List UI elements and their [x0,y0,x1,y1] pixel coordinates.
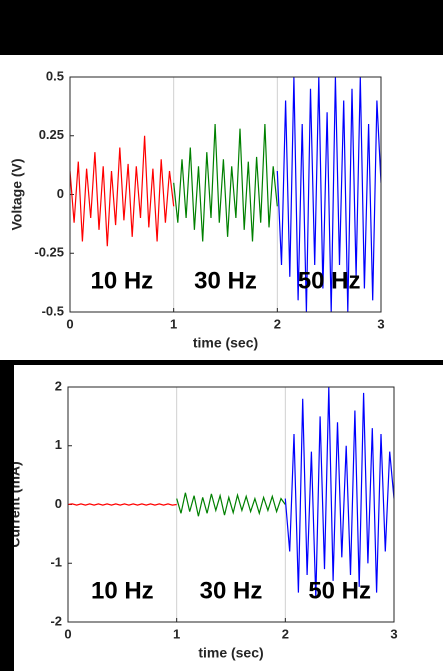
x-tick-label: 1 [170,316,177,331]
y-axis-label: Voltage (V) [9,158,25,230]
annotation: 50 Hz [298,267,361,294]
annotation: 50 Hz [308,577,371,604]
axes-box [69,76,382,313]
x-tick-label: 1 [173,626,180,641]
y-tick-label: 0.25 [39,127,64,142]
y-tick-label: -1 [50,555,62,570]
current-panel: 0 1 2 3 -2 -1 0 1 2 10 Hz 30 Hz 50 Hz time (sec) Curr… [14,365,443,671]
x-tick-label: 0 [66,316,73,331]
axes-box [67,386,395,623]
annotation: 10 Hz [91,577,154,604]
signal-line [173,123,278,242]
y-tick-label: 1 [55,437,62,452]
x-axis-label: time (sec) [198,645,263,661]
voltage-panel: 0 1 2 3 -0.5 -0.25 0 0.25 0.5 10 Hz 30 Hz 50 Hz time… [0,55,443,360]
signal-line [70,135,175,247]
x-tick-label: 3 [390,626,397,641]
x-tick-label: 0 [64,626,71,641]
y-tick-label: -0.5 [42,303,64,318]
y-tick-label: 0 [57,186,64,201]
y-tick-label: -0.25 [34,245,64,260]
y-tick-label: 2 [55,378,62,393]
signal-line [176,492,286,517]
y-tick-label: -2 [50,613,62,628]
x-tick-label: 3 [377,316,384,331]
x-tick-label: 2 [274,316,281,331]
y-axis-label: Current (mA) [14,461,23,547]
x-axis-label: time (sec) [193,335,258,351]
y-tick-label: 0.5 [46,68,64,83]
signal-line [284,387,394,599]
annotation: 30 Hz [194,267,257,294]
y-tick-label: 0 [55,496,62,511]
signal-line [68,503,177,506]
annotation: 10 Hz [90,267,153,294]
signal-line [276,77,381,312]
annotation: 30 Hz [200,577,263,604]
x-tick-label: 2 [282,626,289,641]
